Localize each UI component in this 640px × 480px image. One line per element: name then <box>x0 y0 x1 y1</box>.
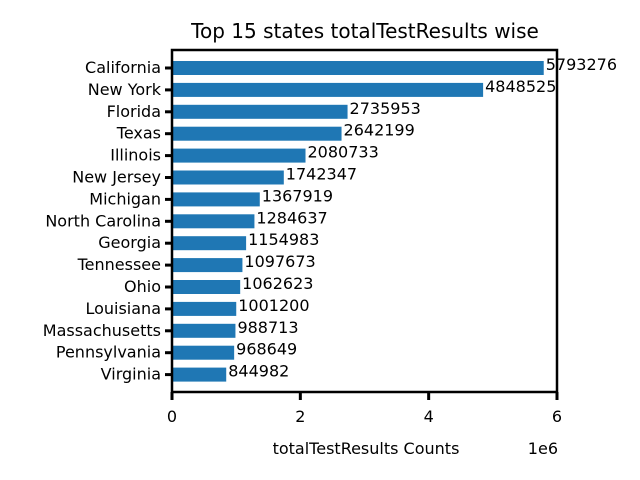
bar-virginia <box>172 367 227 382</box>
bar-pennsylvania <box>172 345 235 360</box>
bar-ohio <box>172 280 241 294</box>
x-axis-scale-label: 1e6 <box>528 439 558 458</box>
value-label-illinois: 2080733 <box>308 143 379 162</box>
y-tick-label-north-carolina: North Carolina <box>45 211 161 230</box>
bar-california <box>172 61 544 75</box>
value-label-georgia: 1154983 <box>248 230 319 249</box>
x-axis-label: totalTestResults Counts <box>273 439 460 458</box>
bar-north-carolina <box>172 214 255 229</box>
y-tick-label-texas: Texas <box>116 124 161 143</box>
x-tick-label-4: 4 <box>424 407 434 426</box>
y-tick-label-massachusetts: Massachusetts <box>43 321 161 340</box>
value-label-texas: 2642199 <box>344 121 415 140</box>
y-tick-label-louisiana: Louisiana <box>85 299 161 318</box>
bar-texas <box>172 126 342 141</box>
bar-louisiana <box>172 301 237 316</box>
y-tick-label-new-york: New York <box>88 80 162 99</box>
y-tick-labels: California New York Florida Texas Illinois Ne… <box>43 58 172 384</box>
y-tick-label-michigan: Michigan <box>89 189 161 208</box>
value-label-michigan: 1367919 <box>262 186 333 205</box>
bar-illinois <box>172 148 306 163</box>
value-label-north-carolina: 1284637 <box>256 208 327 227</box>
y-tick-label-florida: Florida <box>107 102 161 121</box>
value-label-massachusetts: 988713 <box>237 318 298 337</box>
y-tick-label-ohio: Ohio <box>124 277 161 296</box>
bars-group <box>172 61 544 382</box>
value-label-pennsylvania: 968649 <box>236 340 297 359</box>
x-ticks: 0 2 4 6 <box>167 392 562 426</box>
value-label-louisiana: 1001200 <box>238 296 309 315</box>
x-tick-label-0: 0 <box>167 407 177 426</box>
value-label-virginia: 844982 <box>228 362 289 381</box>
y-tick-label-pennsylvania: Pennsylvania <box>56 343 161 362</box>
y-tick-label-tennessee: Tennessee <box>77 255 161 274</box>
value-label-ohio: 1062623 <box>242 274 313 293</box>
bar-florida <box>172 104 348 119</box>
bar-new-jersey <box>172 170 284 185</box>
x-tick-label-6: 6 <box>552 407 562 426</box>
value-label-florida: 2735953 <box>350 99 421 118</box>
y-tick-label-virginia: Virginia <box>101 365 161 384</box>
bar-new-york <box>172 82 484 97</box>
chart-title: Top 15 states totalTestResults wise <box>190 19 539 43</box>
x-tick-label-2: 2 <box>295 407 305 426</box>
value-labels: 5793276 4848525 2735953 2642199 2080733 17423… <box>228 55 617 381</box>
value-label-california: 5793276 <box>546 55 617 74</box>
value-label-new-york: 4848525 <box>485 77 556 96</box>
bar-michigan <box>172 192 260 207</box>
value-label-tennessee: 1097673 <box>244 252 315 271</box>
bar-georgia <box>172 236 247 251</box>
bar-massachusetts <box>172 323 236 338</box>
y-tick-label-new-jersey: New Jersey <box>72 168 161 187</box>
bar-tennessee <box>172 258 243 273</box>
value-label-new-jersey: 1742347 <box>286 165 357 184</box>
y-tick-label-california: California <box>85 58 161 77</box>
y-tick-label-illinois: Illinois <box>110 146 161 165</box>
y-tick-label-georgia: Georgia <box>98 233 161 252</box>
plot-frame <box>170 48 559 394</box>
